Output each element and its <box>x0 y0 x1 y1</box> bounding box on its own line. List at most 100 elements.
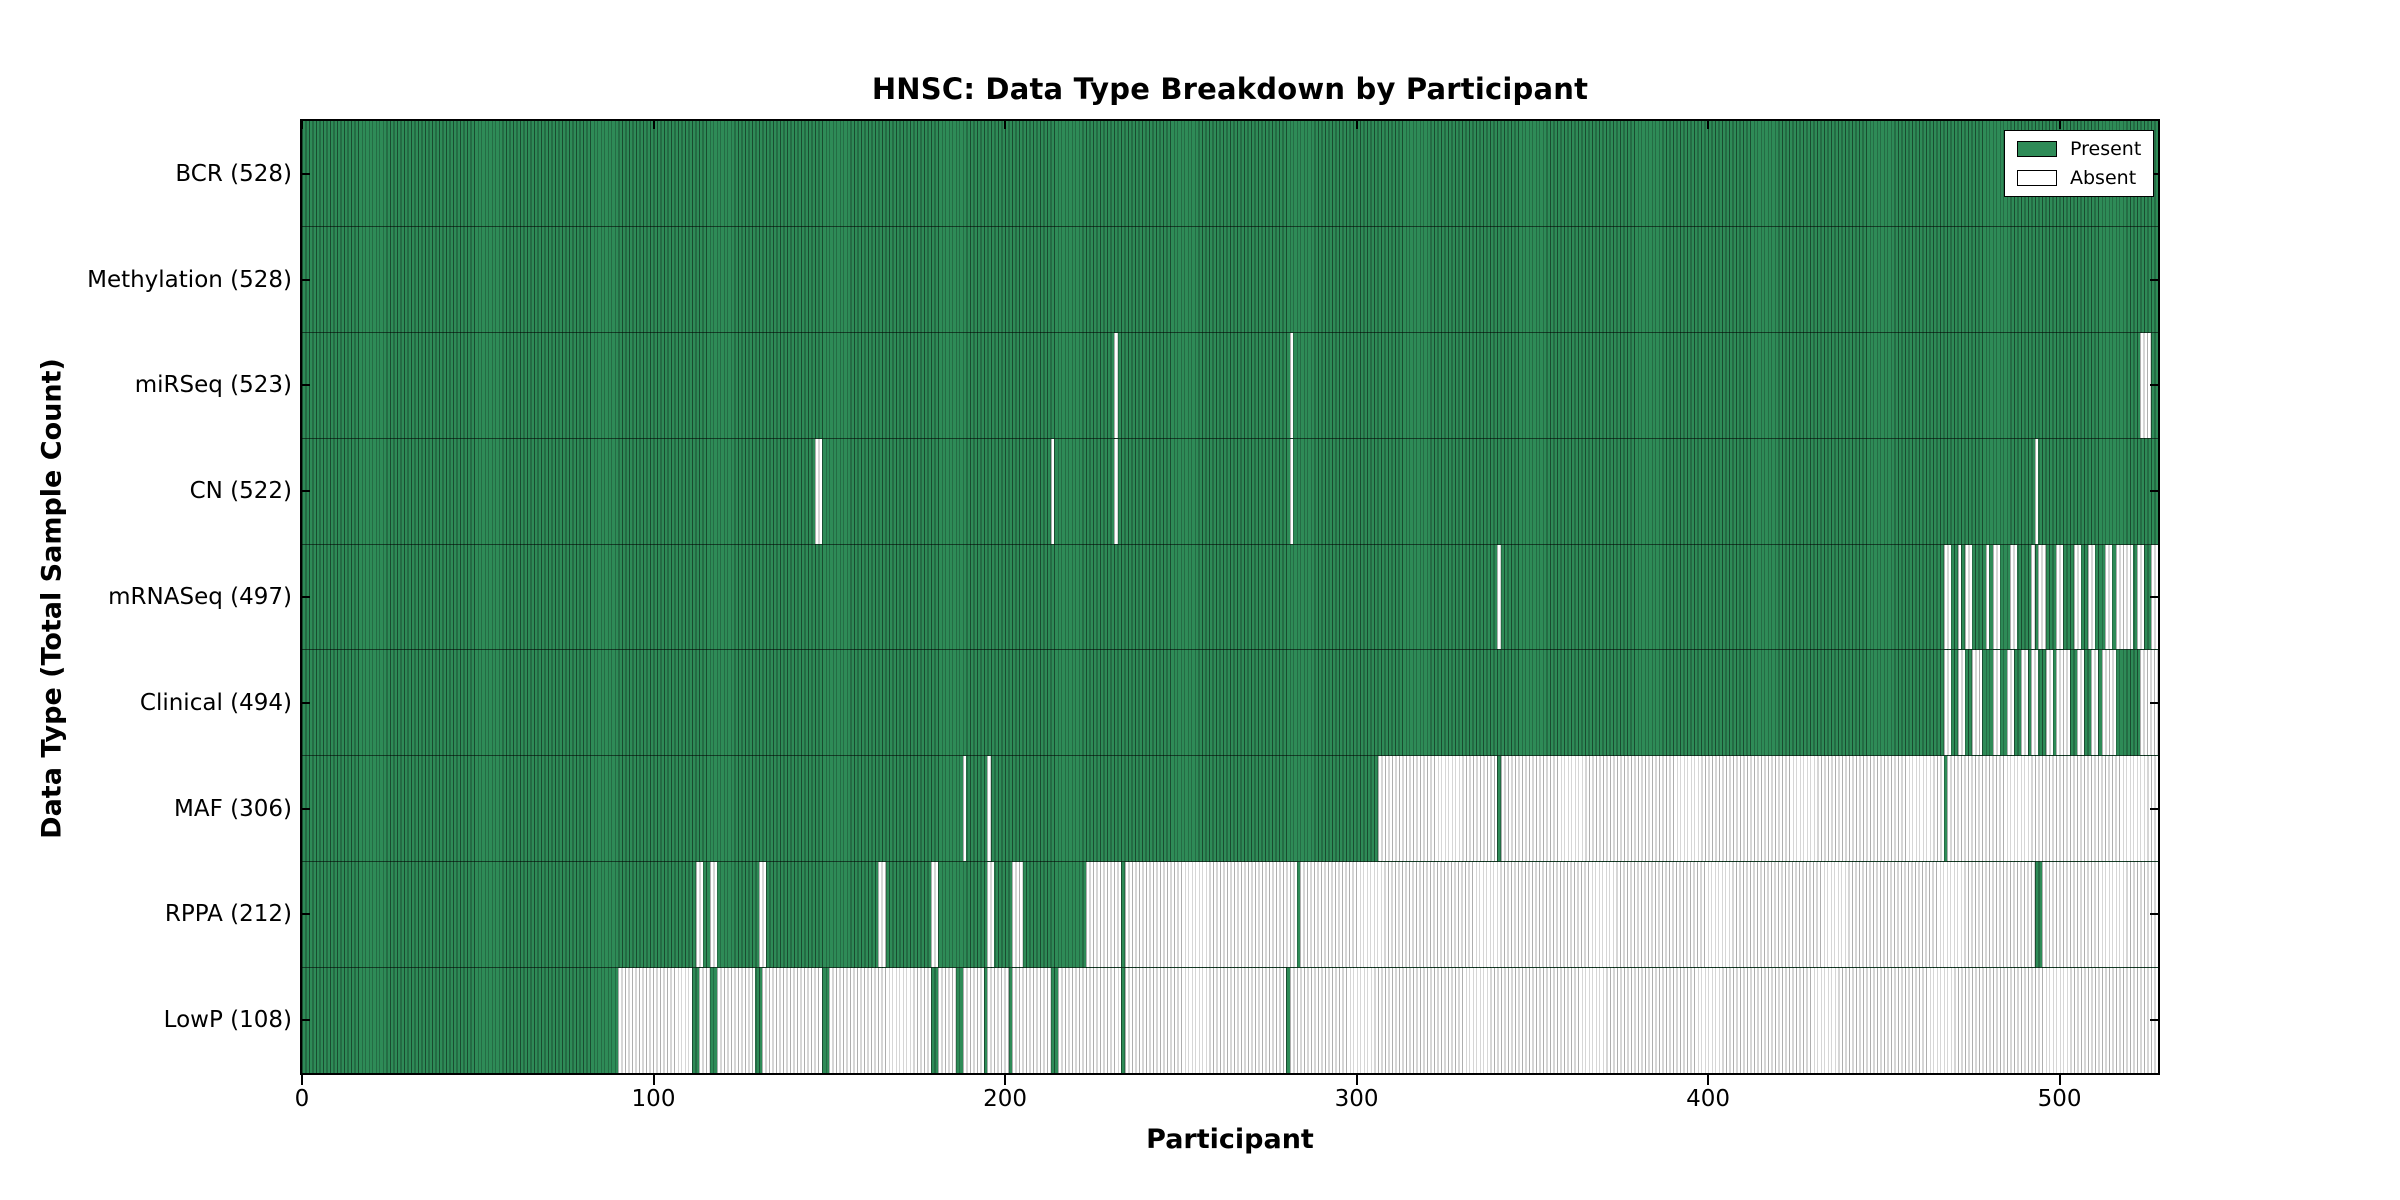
x-tick-mark <box>1004 1075 1007 1085</box>
legend-entry-present: Present <box>2017 139 2143 159</box>
legend: Present Absent <box>2004 130 2154 197</box>
row-lowp <box>302 968 2158 1074</box>
absent-segment <box>1114 332 1118 438</box>
absent-segment <box>758 862 766 968</box>
absent-segment <box>962 756 967 862</box>
x-tick-label-300: 300 <box>1334 1086 1379 1112</box>
y-tick-mark <box>2150 807 2158 810</box>
absent-segment <box>1085 862 1122 968</box>
absent-segment <box>1992 650 2000 756</box>
present-swatch <box>2017 141 2057 157</box>
absent-segment <box>695 862 703 968</box>
y-tick-label-lowp: LowP (108) <box>163 1007 292 1034</box>
y-tick-mark <box>2150 701 2158 704</box>
absent-segment <box>2140 650 2158 756</box>
x-tick-mark <box>1355 1075 1358 1085</box>
y-tick-mark <box>302 172 310 175</box>
absent-swatch <box>2017 170 2057 186</box>
absent-segment <box>815 438 823 544</box>
absent-segment <box>1289 332 1294 438</box>
y-tick-mark <box>2150 1019 2158 1022</box>
x-tick-mark-top <box>1707 121 1710 129</box>
absent-segment <box>2115 544 2134 650</box>
y-tick-label-bcr: BCR (528) <box>175 160 292 187</box>
absent-segment <box>1124 862 1297 968</box>
y-tick-mark <box>2150 490 2158 493</box>
y-tick-label-mrnaseq: mRNASeq (497) <box>108 584 292 610</box>
absent-segment <box>1289 438 1294 544</box>
absent-segment <box>1377 756 1498 862</box>
absent-segment <box>987 968 1009 1074</box>
y-tick-label-mirseq: miRSeq (523) <box>134 372 292 399</box>
absent-segment <box>1947 756 2158 862</box>
absent-segment <box>2042 862 2158 968</box>
y-tick-label-clinical: Clinical (494) <box>139 689 292 716</box>
y-tick-mark <box>302 913 310 916</box>
legend-label-present: Present <box>2070 138 2142 160</box>
absent-segment <box>2020 650 2028 756</box>
x-tick-label-100: 100 <box>631 1086 676 1112</box>
y-tick-mark <box>2150 172 2158 175</box>
legend-entry-absent: Absent <box>2017 168 2143 188</box>
absent-segment <box>2136 544 2144 650</box>
absent-segment <box>931 862 939 968</box>
y-tick-mark <box>302 278 310 281</box>
absent-segment <box>2031 544 2035 650</box>
x-tick-mark <box>2058 1075 2061 1085</box>
absent-segment <box>1050 438 1055 544</box>
absent-segment <box>2105 544 2113 650</box>
y-tick-mark <box>2150 913 2158 916</box>
absent-segment <box>1012 968 1051 1074</box>
row-methylation <box>302 226 2158 333</box>
x-tick-mark-top <box>2058 121 2061 129</box>
absent-segment <box>618 968 693 1074</box>
y-tick-label-methylation: Methylation (528) <box>87 266 292 293</box>
row-clinical <box>302 650 2158 757</box>
absent-segment <box>2010 544 2018 650</box>
absent-segment <box>1300 862 2035 968</box>
plot-area <box>300 119 2160 1075</box>
row-maf <box>302 756 2158 863</box>
absent-segment <box>2073 544 2081 650</box>
absent-segment <box>987 862 995 968</box>
absent-segment <box>2056 544 2064 650</box>
absent-segment <box>2101 650 2116 756</box>
absent-segment <box>962 968 984 1074</box>
absent-segment <box>2077 650 2085 756</box>
x-axis-title: Participant <box>1146 1124 1314 1155</box>
absent-segment <box>1497 544 1501 650</box>
absent-segment <box>1500 756 1944 862</box>
absent-segment <box>2034 438 2039 544</box>
chart-title: HNSC: Data Type Breakdown by Participant <box>871 72 1589 106</box>
y-tick-mark <box>302 384 310 387</box>
x-tick-label-200: 200 <box>983 1086 1027 1112</box>
absent-segment <box>1943 650 1951 756</box>
y-tick-mark <box>302 701 310 704</box>
y-tick-label-cn: CN (522) <box>189 478 292 505</box>
legend-label-absent: Absent <box>2070 167 2137 189</box>
x-tick-label-500: 500 <box>2037 1086 2082 1112</box>
absent-segment <box>716 968 756 1074</box>
x-tick-mark-top <box>1355 121 1358 129</box>
y-tick-mark <box>2150 278 2158 281</box>
absent-segment <box>2038 544 2046 650</box>
absent-segment <box>2087 544 2095 650</box>
absent-segment <box>1964 544 1972 650</box>
y-tick-mark <box>2150 384 2158 387</box>
absent-segment <box>2045 650 2053 756</box>
absent-segment <box>878 862 886 968</box>
row-cn <box>302 438 2158 545</box>
y-tick-mark <box>2150 596 2158 598</box>
absent-segment <box>938 968 956 1074</box>
x-tick-label-0: 0 <box>294 1086 310 1112</box>
absent-segment <box>2140 332 2151 438</box>
row-bcr <box>302 121 2158 227</box>
absent-segment <box>1971 650 1983 756</box>
absent-segment <box>2006 650 2014 756</box>
x-tick-mark <box>652 1075 655 1085</box>
absent-segment <box>1057 968 1122 1074</box>
absent-segment <box>1992 544 2000 650</box>
y-tick-mark <box>302 596 310 598</box>
absent-segment <box>1012 862 1023 968</box>
absent-segment <box>699 968 710 1074</box>
